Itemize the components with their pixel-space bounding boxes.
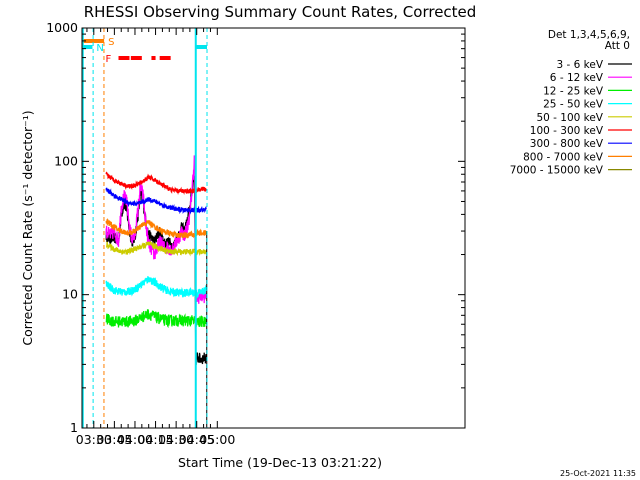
x-tick-label: 03:45 (96, 432, 132, 447)
legend-label: 7000 - 15000 keV (510, 165, 604, 177)
chart-title: RHESSI Observing Summary Count Rates, Co… (84, 3, 477, 21)
legend-label: 100 - 300 keV (530, 125, 604, 137)
x-tick-label: 05:00 (199, 432, 235, 447)
y-tick-label: 10 (62, 287, 78, 302)
series-line-300-800keV (105, 187, 207, 215)
x-tick-label: 04:00 (117, 432, 153, 447)
x-tick-label: 04:30 (158, 432, 194, 447)
legend-label: 50 - 100 keV (536, 112, 603, 124)
series-line-12-25keV (105, 309, 207, 329)
plot-frame (81, 27, 466, 429)
legend-label: 3 - 6 keV (556, 59, 603, 71)
x-tick-label: 04:45 (179, 432, 215, 447)
y-tick-label: 1 (70, 420, 78, 435)
series-line-100-300keV (105, 171, 207, 196)
x-axis-label: Start Time (19-Dec-13 03:21:22) (178, 455, 382, 470)
y-axis-label: Corrected Count Rate (s⁻¹ detector⁻¹) (20, 110, 35, 345)
series-line-50-100keV (105, 240, 207, 257)
legend-header: Att 0 (605, 40, 630, 52)
y-tick-label: 100 (54, 153, 78, 168)
flag-label-F: F (106, 54, 112, 65)
legend-label: 6 - 12 keV (550, 72, 604, 84)
series-line-800-7000keV (105, 217, 207, 239)
legend-label: 25 - 50 keV (543, 99, 604, 111)
series-line-25-50keV (105, 276, 207, 300)
series-line-3-6keV (105, 175, 207, 365)
flag-label-N: N (96, 43, 103, 54)
legend-header: Det 1,3,4,5,6,9, (548, 29, 630, 41)
series-line-6-12keV (105, 155, 207, 304)
timestamp-label: 25-Oct-2021 11:35 (560, 469, 636, 478)
y-tick-label: 1000 (46, 20, 78, 35)
flag-label-S: S (108, 37, 114, 48)
legend-label: 800 - 7000 keV (523, 151, 604, 163)
legend-label: 12 - 25 keV (543, 85, 604, 97)
legend-label: 300 - 800 keV (530, 138, 604, 150)
x-tick-label: 04:15 (138, 432, 174, 447)
x-tick-label: 03:30 (76, 432, 112, 447)
